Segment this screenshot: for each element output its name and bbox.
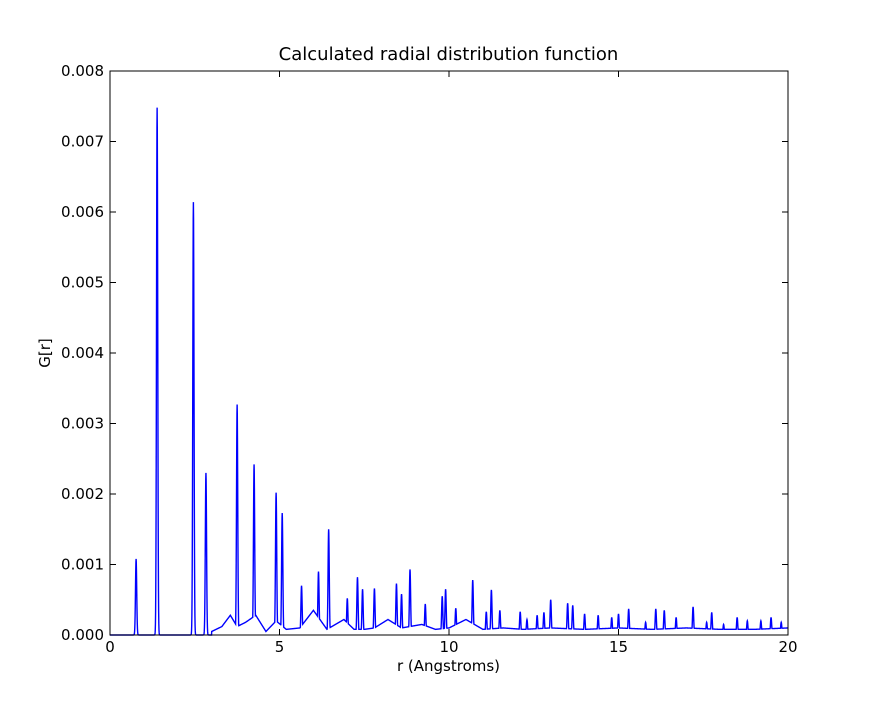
y-tick-label: 0.000 [61, 626, 104, 644]
y-tick-label: 0.007 [61, 133, 104, 151]
x-tick-label: 10 [439, 638, 458, 656]
x-tick-label: 0 [105, 638, 115, 656]
x-axis-label: r (Angstroms) [397, 657, 500, 675]
y-tick-label: 0.005 [61, 274, 104, 292]
rdf-series-line [110, 107, 789, 636]
y-tick-label: 0.001 [61, 556, 104, 574]
chart-title: Calculated radial distribution function [279, 44, 619, 65]
y-tick-label: 0.002 [61, 485, 104, 503]
y-axis-label: G[r] [36, 338, 54, 368]
y-tick-label: 0.004 [61, 344, 104, 362]
y-tick-label: 0.003 [61, 415, 104, 433]
y-axis: 0.000 0.001 0.002 0.003 0.004 0.005 0.006 0.007… [61, 62, 788, 644]
x-tick-label: 5 [275, 638, 285, 656]
x-axis: 0 5 10 15 20 [105, 71, 798, 656]
x-tick-label: 15 [609, 638, 628, 656]
x-tick-label: 20 [778, 638, 797, 656]
y-tick-label: 0.008 [61, 62, 104, 80]
y-tick-label: 0.006 [61, 203, 104, 221]
